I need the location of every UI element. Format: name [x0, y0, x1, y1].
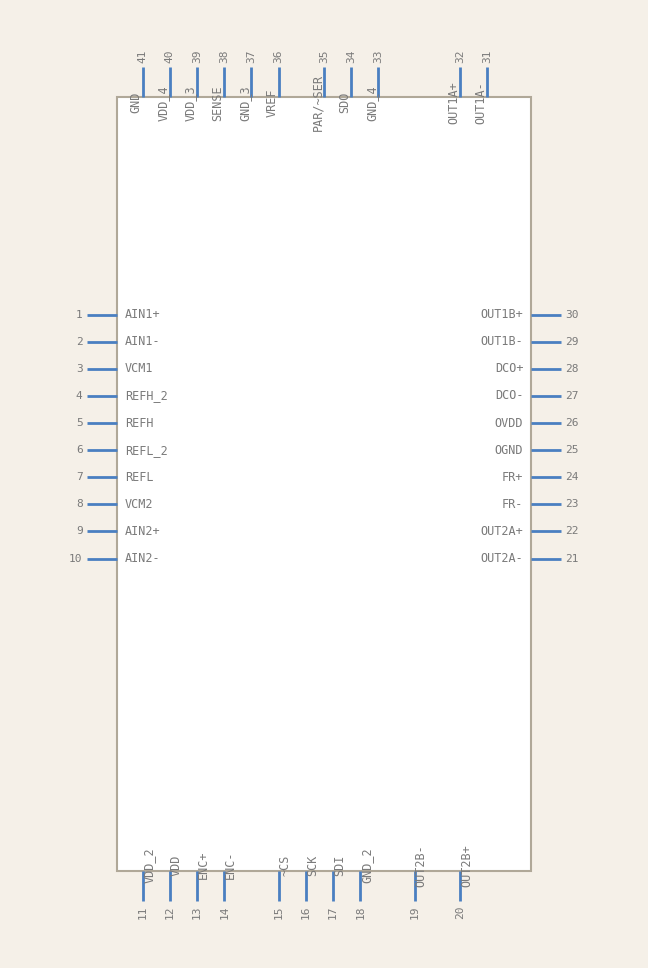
Text: 7: 7 — [76, 472, 83, 482]
Text: 33: 33 — [373, 49, 384, 63]
Text: REFL: REFL — [124, 470, 153, 484]
Text: 6: 6 — [76, 445, 83, 455]
Text: 16: 16 — [301, 905, 311, 919]
Text: 28: 28 — [565, 364, 579, 374]
Text: OUT1A-: OUT1A- — [474, 81, 487, 124]
Text: OVDD: OVDD — [495, 416, 524, 430]
Text: 39: 39 — [192, 49, 202, 63]
Text: FR+: FR+ — [502, 470, 524, 484]
Text: OUT2A-: OUT2A- — [481, 552, 524, 565]
Text: REFH_2: REFH_2 — [124, 389, 167, 403]
Text: 4: 4 — [76, 391, 83, 401]
Text: 27: 27 — [565, 391, 579, 401]
Text: REFH: REFH — [124, 416, 153, 430]
Text: 35: 35 — [319, 49, 329, 63]
Text: 18: 18 — [355, 905, 365, 919]
Text: AIN1-: AIN1- — [124, 335, 160, 348]
Text: 25: 25 — [565, 445, 579, 455]
Text: 2: 2 — [76, 337, 83, 347]
Text: 14: 14 — [219, 905, 229, 919]
Text: 9: 9 — [76, 527, 83, 536]
Text: 21: 21 — [565, 554, 579, 563]
Text: 3: 3 — [76, 364, 83, 374]
Text: DCO-: DCO- — [495, 389, 524, 403]
Text: 1: 1 — [76, 310, 83, 319]
Text: ~CS: ~CS — [279, 855, 292, 876]
Text: GND: GND — [130, 92, 143, 113]
Text: ENC+: ENC+ — [197, 851, 210, 880]
Text: OUT1B-: OUT1B- — [481, 335, 524, 348]
Text: 19: 19 — [410, 905, 420, 919]
Text: VDD_2: VDD_2 — [143, 847, 156, 883]
Text: OGND: OGND — [495, 443, 524, 457]
Text: 11: 11 — [137, 905, 148, 919]
Text: OUT1A+: OUT1A+ — [447, 81, 460, 124]
Text: VCM1: VCM1 — [124, 362, 153, 376]
Text: VDD_3: VDD_3 — [184, 85, 197, 121]
Text: 38: 38 — [219, 49, 229, 63]
Text: 31: 31 — [482, 49, 492, 63]
Text: AIN1+: AIN1+ — [124, 308, 160, 321]
Text: VDD: VDD — [170, 855, 183, 876]
Text: AIN2+: AIN2+ — [124, 525, 160, 538]
Text: OUT2A+: OUT2A+ — [481, 525, 524, 538]
Text: 37: 37 — [246, 49, 257, 63]
Text: 32: 32 — [455, 49, 465, 63]
Text: 30: 30 — [565, 310, 579, 319]
Text: FR-: FR- — [502, 498, 524, 511]
Bar — [117, 97, 531, 871]
Text: 15: 15 — [273, 905, 284, 919]
Text: VCM2: VCM2 — [124, 498, 153, 511]
Text: GND_3: GND_3 — [238, 85, 251, 121]
Text: 8: 8 — [76, 499, 83, 509]
Text: OUT1B+: OUT1B+ — [481, 308, 524, 321]
Text: 40: 40 — [165, 49, 175, 63]
Text: ENC-: ENC- — [224, 851, 237, 880]
Text: 12: 12 — [165, 905, 175, 919]
Text: GND_2: GND_2 — [360, 847, 373, 883]
Text: 17: 17 — [328, 905, 338, 919]
Text: 34: 34 — [346, 49, 356, 63]
Text: OUT2B-: OUT2B- — [415, 844, 428, 887]
Text: VREF: VREF — [266, 88, 279, 117]
Text: 36: 36 — [273, 49, 284, 63]
Text: PAR/~SER: PAR/~SER — [311, 75, 324, 132]
Text: 24: 24 — [565, 472, 579, 482]
Text: SCK: SCK — [306, 855, 319, 876]
Text: 23: 23 — [565, 499, 579, 509]
Text: 5: 5 — [76, 418, 83, 428]
Text: AIN2-: AIN2- — [124, 552, 160, 565]
Text: 29: 29 — [565, 337, 579, 347]
Text: SDO: SDO — [338, 92, 351, 113]
Text: 22: 22 — [565, 527, 579, 536]
Text: REFL_2: REFL_2 — [124, 443, 167, 457]
Text: 41: 41 — [137, 49, 148, 63]
Text: OUT2B+: OUT2B+ — [460, 844, 473, 887]
Text: 20: 20 — [455, 905, 465, 919]
Text: SENSE: SENSE — [211, 85, 224, 121]
Text: GND_4: GND_4 — [365, 85, 378, 121]
Text: 13: 13 — [192, 905, 202, 919]
Text: DCO+: DCO+ — [495, 362, 524, 376]
Text: VDD_4: VDD_4 — [157, 85, 170, 121]
Text: 10: 10 — [69, 554, 83, 563]
Text: 26: 26 — [565, 418, 579, 428]
Text: SDI: SDI — [333, 855, 346, 876]
